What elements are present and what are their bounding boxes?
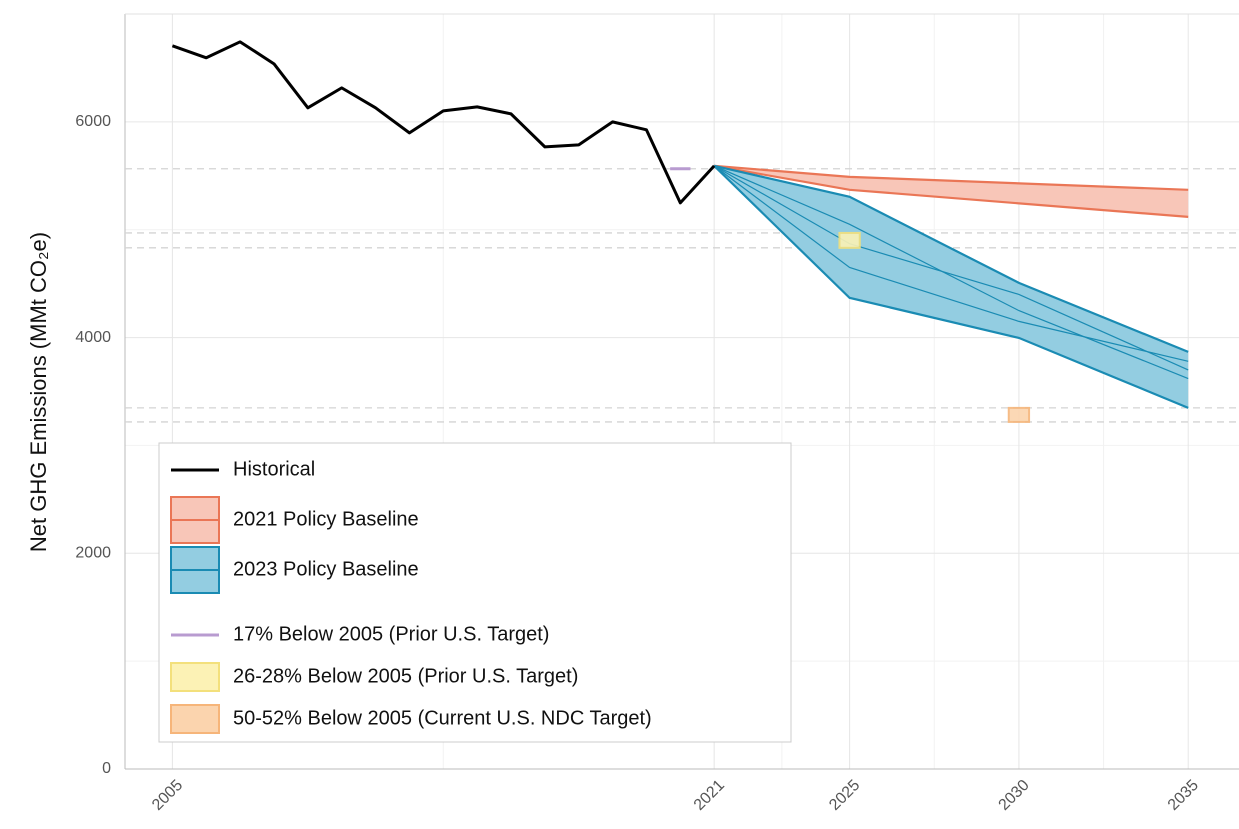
scenario-line — [713, 165, 1189, 380]
band-fill — [714, 165, 1189, 217]
legend-label: 2021 Policy Baseline — [233, 508, 419, 530]
band-edge — [714, 164, 1189, 191]
y-tick-label: 4000 — [75, 329, 111, 346]
legend-label: 26-28% Below 2005 (Prior U.S. Target) — [233, 665, 578, 687]
y-tick-label: 0 — [102, 760, 111, 777]
legend-label: Historical — [233, 458, 315, 480]
legend-label: 50-52% Below 2005 (Current U.S. NDC Targ… — [233, 707, 652, 729]
x-tick-label: 2035 — [1165, 777, 1202, 814]
legend-key — [170, 662, 220, 692]
legend-box — [158, 442, 792, 743]
target-mark — [1007, 406, 1031, 423]
y-axis-label: Net GHG Emissions (MMt CO₂e) — [26, 232, 51, 552]
x-tick-label: 2025 — [826, 777, 863, 814]
scenario-line — [713, 165, 1189, 362]
band-edge — [713, 164, 1189, 218]
x-tick-label: 2005 — [149, 777, 186, 814]
scenario-line — [713, 165, 1189, 371]
legend-key — [170, 704, 220, 734]
legend-label: 2023 Policy Baseline — [233, 558, 419, 580]
band-edge — [713, 165, 1189, 409]
x-tick-label: 2030 — [996, 777, 1033, 814]
legend-label: 17% Below 2005 (Prior U.S. Target) — [233, 623, 549, 645]
y-tick-label: 2000 — [75, 545, 111, 562]
y-tick-label: 6000 — [75, 113, 111, 130]
band-fill — [714, 165, 1189, 408]
band-edge — [713, 164, 1189, 353]
x-tick-label: 2021 — [691, 777, 728, 814]
line — [171, 40, 716, 205]
legend: Historical 2021 Policy Baseline 2023 Polic… — [158, 442, 792, 743]
target-mark — [838, 231, 861, 249]
